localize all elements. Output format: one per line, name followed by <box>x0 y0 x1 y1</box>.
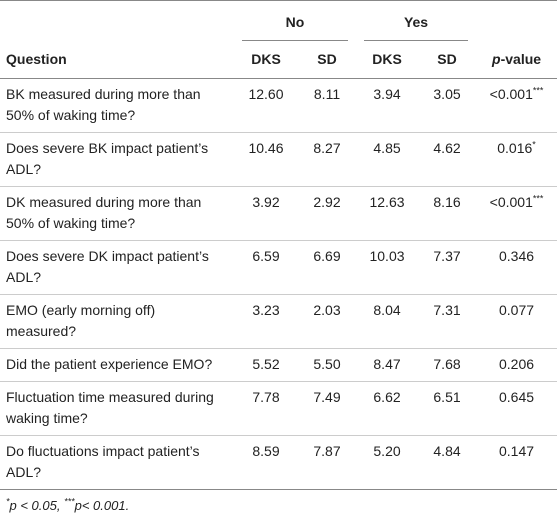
value-cell: 2.92 <box>298 186 357 241</box>
p-value-cell: 0.206 <box>476 348 557 382</box>
spacer <box>0 1 234 42</box>
value-cell: 5.52 <box>234 348 298 382</box>
table-row: BK measured during more than 50% of waki… <box>0 78 557 133</box>
question-cell: DK measured during more than 50% of waki… <box>0 186 234 241</box>
value-cell: 4.62 <box>418 132 477 187</box>
p-value: 0.147 <box>499 443 535 459</box>
value-cell: 2.03 <box>298 294 357 349</box>
results-table: No Yes Question DKS SD DKS SD p-value BK… <box>0 0 557 490</box>
p-value: <0.001 <box>489 86 533 102</box>
value-cell: 6.62 <box>356 381 419 436</box>
significance-mark: *** <box>532 193 544 204</box>
value-cell: 8.11 <box>298 78 357 133</box>
question-cell: Does severe BK impact patient’s ADL? <box>0 132 234 187</box>
p-value: 0.346 <box>499 248 535 264</box>
value-cell: 5.20 <box>356 435 419 490</box>
table-row: Fluctuation time measured during waking … <box>0 381 557 436</box>
p-value-cell: <0.001*** <box>476 78 557 133</box>
p-value: 0.016 <box>497 140 533 156</box>
column-header: SD <box>298 41 357 79</box>
table-row: Do fluctuations impact patient’s ADL? 8.5… <box>0 435 557 490</box>
group-header: Yes <box>356 1 476 42</box>
p-value: <0.001 <box>489 194 533 210</box>
p-value-cell: 0.077 <box>476 294 557 349</box>
value-cell: 7.68 <box>418 348 477 382</box>
value-cell: 7.37 <box>418 240 477 295</box>
value-cell: 7.49 <box>298 381 357 436</box>
column-header-row: Question DKS SD DKS SD p-value <box>0 41 557 79</box>
column-header: SD <box>418 41 477 79</box>
value-cell: 12.63 <box>356 186 419 241</box>
footnote-mark: *** <box>64 496 75 507</box>
table-head: No Yes Question DKS SD DKS SD p-value <box>0 1 557 79</box>
value-cell: 7.31 <box>418 294 477 349</box>
value-cell: 6.69 <box>298 240 357 295</box>
value-cell: 5.50 <box>298 348 357 382</box>
table-row: DK measured during more than 50% of waki… <box>0 186 557 241</box>
footnote: *p < 0.05, ***p< 0.001. <box>0 490 557 513</box>
significance-mark: *** <box>532 85 544 96</box>
value-cell: 10.46 <box>234 132 298 187</box>
significance-mark: * <box>532 139 536 150</box>
p-symbol: p <box>492 51 501 67</box>
p-value-cell: <0.001*** <box>476 186 557 241</box>
footnote-text: p< 0.001. <box>74 498 130 513</box>
column-header: p-value <box>476 41 557 79</box>
value-cell: 3.94 <box>356 78 419 133</box>
value-cell: 12.60 <box>234 78 298 133</box>
p-value: 0.077 <box>499 302 535 318</box>
question-cell: BK measured during more than 50% of waki… <box>0 78 234 133</box>
value-cell: 3.92 <box>234 186 298 241</box>
value-cell: 3.05 <box>418 78 477 133</box>
value-cell: 3.23 <box>234 294 298 349</box>
table-body: BK measured during more than 50% of waki… <box>0 78 557 490</box>
table-row: Does severe DK impact patient’s ADL? 6.59… <box>0 240 557 295</box>
question-cell: Fluctuation time measured during waking … <box>0 381 234 436</box>
p-value-cell: 0.016* <box>476 132 557 187</box>
question-cell: EMO (early morning off) measured? <box>0 294 234 349</box>
table-row: Does severe BK impact patient’s ADL? 10.4… <box>0 132 557 187</box>
question-cell: Did the patient experience EMO? <box>0 348 234 382</box>
column-header: Question <box>0 41 234 79</box>
value-cell: 4.85 <box>356 132 419 187</box>
value-cell: 8.47 <box>356 348 419 382</box>
value-cell: 8.16 <box>418 186 477 241</box>
value-cell: 7.87 <box>298 435 357 490</box>
group-header-row: No Yes <box>0 1 557 42</box>
p-value-cell: 0.645 <box>476 381 557 436</box>
p-value: 0.206 <box>499 356 535 372</box>
p-value: 0.645 <box>499 389 535 405</box>
table-row: EMO (early morning off) measured? 3.23 2.0… <box>0 294 557 349</box>
spacer <box>476 1 557 42</box>
question-cell: Do fluctuations impact patient’s ADL? <box>0 435 234 490</box>
question-cell: Does severe DK impact patient’s ADL? <box>0 240 234 295</box>
value-cell: 8.04 <box>356 294 419 349</box>
value-cell: 8.27 <box>298 132 357 187</box>
p-value-cell: 0.346 <box>476 240 557 295</box>
value-cell: 7.78 <box>234 381 298 436</box>
group-header: No <box>234 1 356 42</box>
column-header: DKS <box>356 41 419 79</box>
table-row: Did the patient experience EMO? 5.52 5.50 8… <box>0 348 557 382</box>
footnote-text: p < 0.05, <box>9 498 65 513</box>
value-cell: 6.59 <box>234 240 298 295</box>
column-header-text: -value <box>500 51 542 67</box>
value-cell: 8.59 <box>234 435 298 490</box>
value-cell: 10.03 <box>356 240 419 295</box>
value-cell: 4.84 <box>418 435 477 490</box>
value-cell: 6.51 <box>418 381 477 436</box>
p-value-cell: 0.147 <box>476 435 557 490</box>
column-header: DKS <box>234 41 298 79</box>
